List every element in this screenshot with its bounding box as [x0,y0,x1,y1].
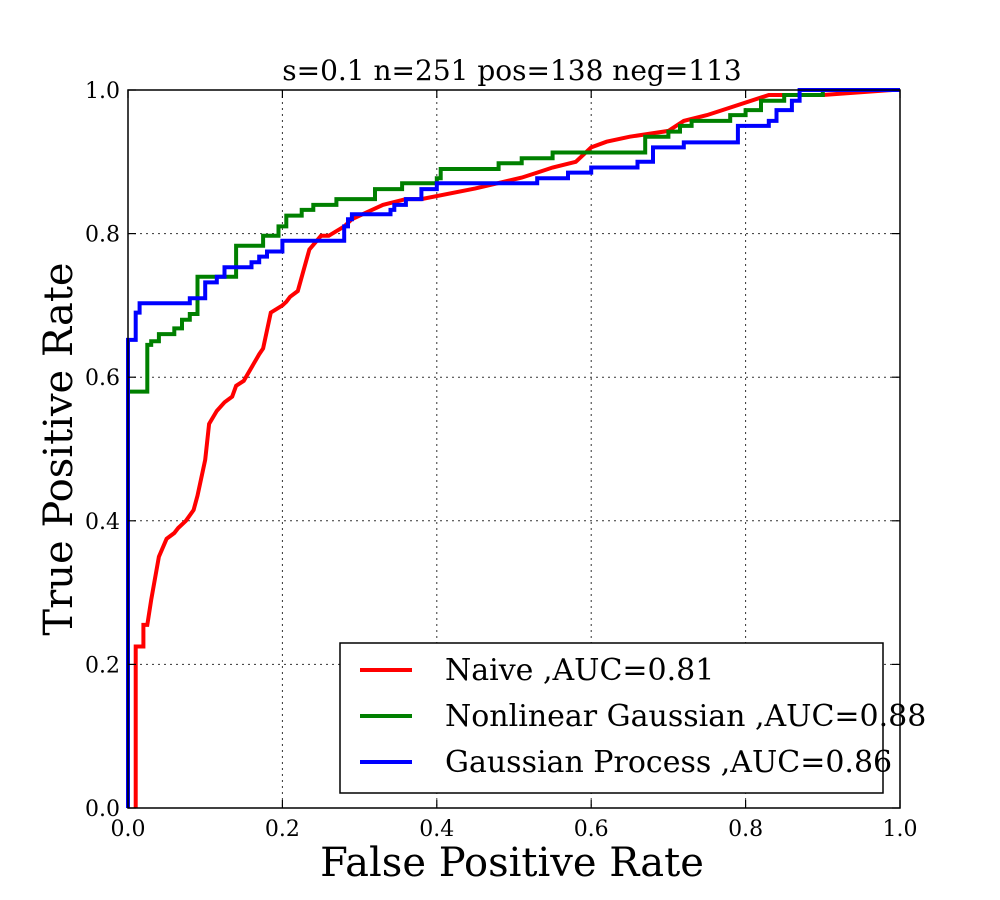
plot-frame [127,89,901,809]
series-line-naive [133,88,900,808]
x-tick-label: 0.4 [419,817,454,842]
x-tick-label: 0.6 [574,817,609,842]
series-lines [126,88,900,808]
x-tick-label: 1.0 [883,817,918,842]
legend-label-naive: Naive ,AUC=0.81 [445,653,714,688]
y-tick-label: 0.8 [85,223,120,248]
y-tick-label: 0.2 [85,653,120,678]
x-tick-label: 0.0 [111,817,146,842]
legend-label-nonlinear-gaussian: Nonlinear Gaussian ,AUC=0.88 [445,699,926,734]
series-line-nonlinear-gaussian [126,88,900,808]
y-tick-label: 1.0 [85,79,120,104]
legend-label-gaussian-process: Gaussian Process ,AUC=0.86 [445,745,892,780]
x-tick-label: 0.8 [728,817,763,842]
axis-ticks: 0.0 0.2 0.4 0.6 0.8 1.0 0.0 0.2 0.4 0.6 0.8 1.0 [85,79,918,842]
chart-title: s=0.1 n=251 pos=138 neg=113 [282,54,741,87]
y-tick-label: 0.4 [85,510,120,535]
y-tick-label: 0.0 [85,797,120,822]
legend: Naive ,AUC=0.81 Nonlinear Gaussian ,AUC=… [339,642,926,794]
x-axis-title: False Positive Rate [320,840,704,886]
y-axis-title: True Positive Rate [36,262,82,635]
series-line-gaussian-process [126,88,900,808]
y-tick-label: 0.6 [85,366,120,391]
legend-box [339,642,884,794]
x-tick-label: 0.2 [265,817,300,842]
